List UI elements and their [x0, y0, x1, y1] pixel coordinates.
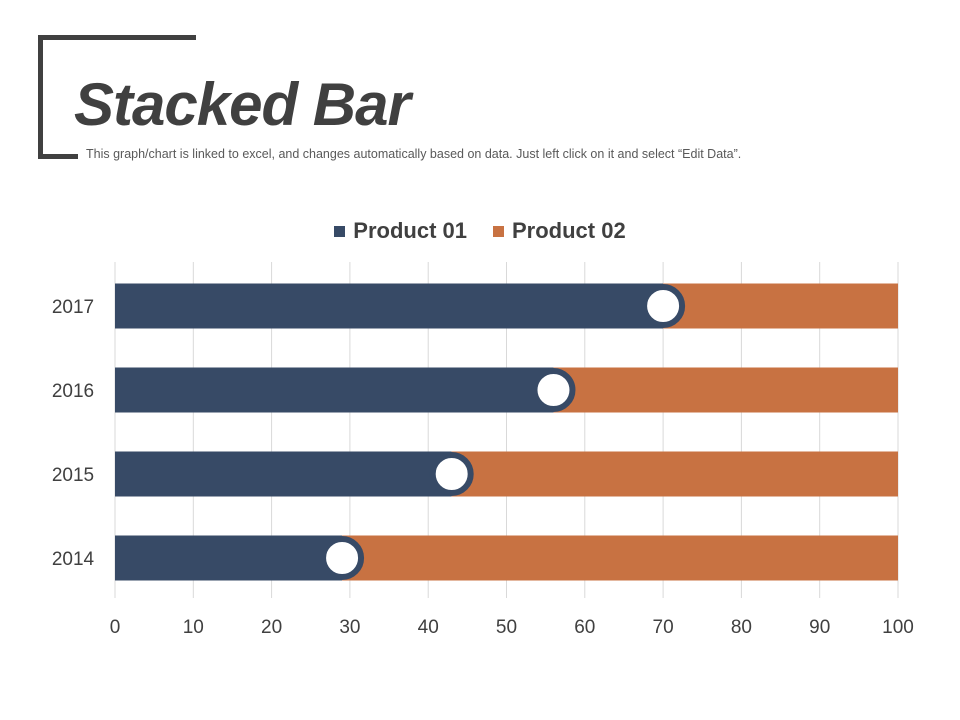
bar-product-02-2017	[663, 283, 898, 329]
x-tick-label-70: 70	[653, 617, 674, 638]
page-subtitle: This graph/chart is linked to excel, and…	[86, 147, 742, 161]
legend-swatch-product-01	[334, 225, 346, 237]
marker-circle-2014	[320, 536, 365, 580]
x-tick-label-10: 10	[183, 617, 204, 638]
x-tick-label-90: 90	[809, 617, 830, 638]
bar-product-02-2014	[342, 535, 898, 581]
y-tick-label-2017: 2017	[52, 297, 94, 318]
bar-product-01-2017	[115, 283, 664, 329]
y-tick-label-2014: 2014	[52, 549, 95, 570]
chart-legend: Product 01 Product 02	[0, 218, 960, 244]
x-tick-label-80: 80	[731, 617, 752, 638]
marker-circle-2015	[429, 452, 474, 496]
bar-product-01-2016	[115, 367, 554, 413]
bar-product-02-2015	[451, 451, 898, 497]
marker-circle-2017	[641, 284, 686, 328]
y-tick-label-2015: 2015	[52, 465, 94, 486]
page-title: Stacked Bar	[74, 71, 411, 138]
title-bracket-foot	[38, 154, 78, 159]
x-tick-label-100: 100	[882, 617, 914, 638]
bar-product-01-2014	[115, 535, 343, 581]
legend-label-product-01: Product 01	[353, 218, 467, 243]
x-tick-label-30: 30	[339, 617, 360, 638]
y-tick-label-2016: 2016	[52, 381, 94, 402]
x-tick-label-60: 60	[574, 617, 595, 638]
bar-product-02-2016	[553, 367, 898, 413]
marker-circle-2016	[531, 368, 576, 412]
legend-item-product-02: Product 02	[493, 218, 626, 244]
bar-product-01-2015	[115, 451, 452, 497]
legend-swatch-product-02	[493, 225, 504, 237]
x-tick-label-40: 40	[418, 617, 439, 638]
x-tick-label-0: 0	[110, 617, 121, 638]
title-bracket-frame	[38, 35, 196, 159]
legend-item-product-01: Product 01	[334, 218, 467, 244]
legend-label-product-02: Product 02	[512, 218, 626, 243]
x-tick-label-20: 20	[261, 617, 282, 638]
x-tick-label-50: 50	[496, 617, 517, 638]
